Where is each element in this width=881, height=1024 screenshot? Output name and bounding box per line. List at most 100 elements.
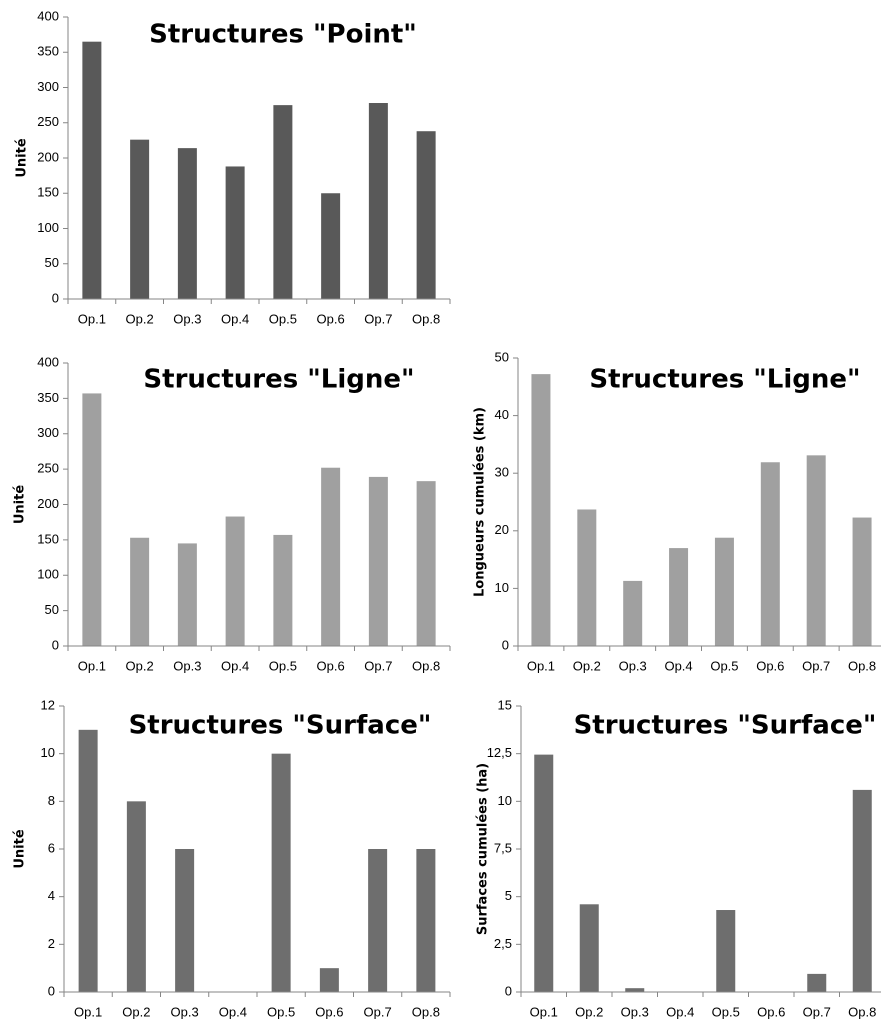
bar-op7: [368, 849, 388, 992]
chart-title: Structures "Surface": [129, 711, 432, 741]
y-tick-label: 20: [495, 522, 509, 537]
x-tick-label: Op.2: [126, 311, 154, 326]
x-tick-label: Op.1: [74, 1004, 102, 1019]
y-tick-label: 12: [41, 697, 55, 712]
y-tick-label: 150: [37, 185, 59, 200]
y-tick-label: 100: [37, 220, 59, 235]
x-tick-label: Op.5: [269, 658, 297, 673]
y-axis-label: Unité: [13, 829, 28, 868]
bar-op8: [852, 517, 872, 646]
bar-op4: [225, 166, 245, 299]
y-tick-label: 250: [37, 461, 59, 476]
bar-op3: [625, 988, 645, 992]
bar-op7: [806, 455, 826, 646]
bar-op7: [807, 973, 827, 992]
bar-op3: [177, 148, 197, 299]
x-tick-label: Op.8: [848, 658, 876, 673]
bar-op7: [368, 103, 388, 299]
bar-op6: [760, 462, 780, 646]
y-tick-label: 4: [48, 888, 55, 903]
bar-op5: [273, 105, 293, 299]
bar-op5: [714, 537, 734, 646]
x-tick-label: Op.5: [712, 1004, 740, 1019]
x-tick-label: Op.4: [221, 311, 249, 326]
y-tick-label: 400: [37, 354, 59, 369]
y-tick-label: 50: [45, 255, 59, 270]
x-tick-label: Op.4: [666, 1004, 694, 1019]
y-tick-label: 300: [37, 425, 59, 440]
bar-op1: [531, 374, 551, 646]
x-tick-label: Op.6: [757, 1004, 785, 1019]
chart-structures-point: Structures "Point" Unité 0 50 100 150 200 250 30…: [15, 8, 451, 326]
y-tick-label: 2: [48, 936, 55, 951]
bar-op8: [416, 481, 436, 646]
y-tick-label: 12,5: [487, 745, 512, 760]
x-tick-label: Op.5: [267, 1004, 295, 1019]
y-tick-label: 5: [505, 888, 512, 903]
y-tick-label: 50: [495, 349, 509, 364]
bar-op3: [175, 849, 195, 992]
x-tick-label: Op.1: [527, 658, 555, 673]
x-tick-label: Op.3: [173, 658, 201, 673]
x-tick-label: Op.5: [710, 658, 738, 673]
x-tick-label: Op.1: [78, 658, 106, 673]
bar-op1: [82, 393, 102, 646]
x-tick-label: Op.8: [412, 658, 440, 673]
bar-op2: [130, 139, 150, 299]
x-tick-label: Op.6: [756, 658, 784, 673]
bar-op2: [130, 537, 150, 646]
y-tick-label: 8: [48, 793, 55, 808]
y-axis-label: Unité: [13, 485, 28, 524]
y-tick-label: 350: [37, 44, 59, 59]
x-tick-label: Op.7: [802, 658, 830, 673]
x-tick-label: Op.7: [364, 311, 392, 326]
x-tick-label: Op.2: [126, 658, 154, 673]
bar-op3: [177, 543, 197, 646]
y-tick-label: 200: [37, 149, 59, 164]
y-tick-label: 0: [48, 983, 55, 998]
bar-op2: [126, 801, 146, 992]
x-tick-label: Op.2: [575, 1004, 603, 1019]
x-tick-label: Op.2: [573, 658, 601, 673]
y-axis-label: Longueurs cumulées (km): [473, 407, 488, 597]
y-tick-label: 40: [495, 407, 509, 422]
bar-op4: [669, 548, 689, 646]
bar-op1: [82, 41, 102, 300]
chart-title: Structures "Ligne": [589, 365, 860, 395]
x-tick-label: Op.8: [848, 1004, 876, 1019]
y-tick-label: 10: [495, 580, 509, 595]
x-tick-label: Op.3: [171, 1004, 199, 1019]
y-tick-label: 2,5: [494, 936, 512, 951]
chart-title: Structures "Surface": [574, 711, 877, 741]
x-tick-label: Op.8: [412, 1004, 440, 1019]
x-tick-label: Op.4: [219, 1004, 247, 1019]
bar-op8: [852, 789, 872, 992]
y-tick-label: 10: [498, 793, 512, 808]
x-tick-label: Op.4: [221, 658, 249, 673]
x-tick-label: Op.3: [621, 1004, 649, 1019]
bar-op6: [321, 467, 341, 646]
bar-op8: [416, 131, 436, 299]
y-tick-label: 0: [502, 637, 509, 652]
y-tick-label: 350: [37, 390, 59, 405]
x-tick-label: Op.8: [412, 311, 440, 326]
x-tick-label: Op.3: [619, 658, 647, 673]
y-tick-label: 50: [45, 602, 59, 617]
x-tick-label: Op.4: [664, 658, 692, 673]
y-tick-label: 400: [37, 8, 59, 23]
y-axis-label: Surfaces cumulées (ha): [476, 763, 491, 935]
y-tick-label: 30: [495, 465, 509, 480]
x-tick-label: Op.2: [122, 1004, 150, 1019]
x-tick-label: Op.6: [315, 1004, 343, 1019]
bar-op3: [623, 580, 643, 646]
x-tick-label: Op.7: [803, 1004, 831, 1019]
y-tick-label: 0: [52, 637, 59, 652]
x-tick-label: Op.1: [78, 311, 106, 326]
chart-structures-ligne-longueurs: Structures "Ligne" Longueurs cumulées (km…: [473, 349, 881, 673]
bar-op5: [716, 910, 736, 992]
y-tick-label: 150: [37, 531, 59, 546]
y-tick-label: 300: [37, 79, 59, 94]
chart-structures-surface-unite: Structures "Surface" Unité 0 2 4 6 8 10 12 Op.1 Op…: [13, 697, 451, 1019]
bar-op2: [577, 509, 597, 646]
